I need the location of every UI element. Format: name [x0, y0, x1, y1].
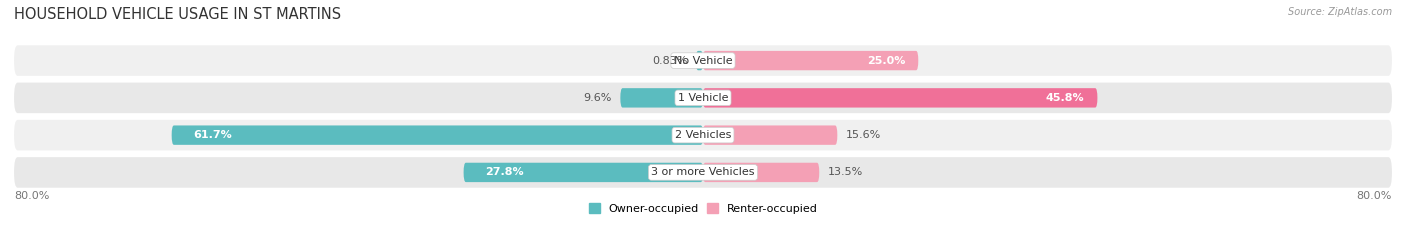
Text: 27.8%: 27.8%: [485, 168, 524, 177]
Text: No Vehicle: No Vehicle: [673, 56, 733, 65]
FancyBboxPatch shape: [620, 88, 703, 108]
Text: 0.83%: 0.83%: [652, 56, 688, 65]
Text: 15.6%: 15.6%: [846, 130, 882, 140]
FancyBboxPatch shape: [703, 125, 838, 145]
Text: 45.8%: 45.8%: [1046, 93, 1084, 103]
FancyBboxPatch shape: [14, 82, 1392, 113]
FancyBboxPatch shape: [14, 120, 1392, 151]
Text: 80.0%: 80.0%: [14, 191, 49, 201]
Text: HOUSEHOLD VEHICLE USAGE IN ST MARTINS: HOUSEHOLD VEHICLE USAGE IN ST MARTINS: [14, 7, 342, 22]
FancyBboxPatch shape: [703, 163, 820, 182]
Text: Source: ZipAtlas.com: Source: ZipAtlas.com: [1288, 7, 1392, 17]
FancyBboxPatch shape: [14, 45, 1392, 76]
FancyBboxPatch shape: [696, 51, 703, 70]
FancyBboxPatch shape: [172, 125, 703, 145]
Text: 1 Vehicle: 1 Vehicle: [678, 93, 728, 103]
Text: 3 or more Vehicles: 3 or more Vehicles: [651, 168, 755, 177]
Text: 13.5%: 13.5%: [828, 168, 863, 177]
Text: 80.0%: 80.0%: [1357, 191, 1392, 201]
Text: 25.0%: 25.0%: [868, 56, 905, 65]
FancyBboxPatch shape: [14, 157, 1392, 188]
Text: 2 Vehicles: 2 Vehicles: [675, 130, 731, 140]
FancyBboxPatch shape: [703, 51, 918, 70]
Text: 9.6%: 9.6%: [583, 93, 612, 103]
Text: 61.7%: 61.7%: [193, 130, 232, 140]
FancyBboxPatch shape: [464, 163, 703, 182]
FancyBboxPatch shape: [703, 88, 1098, 108]
Legend: Owner-occupied, Renter-occupied: Owner-occupied, Renter-occupied: [583, 199, 823, 218]
